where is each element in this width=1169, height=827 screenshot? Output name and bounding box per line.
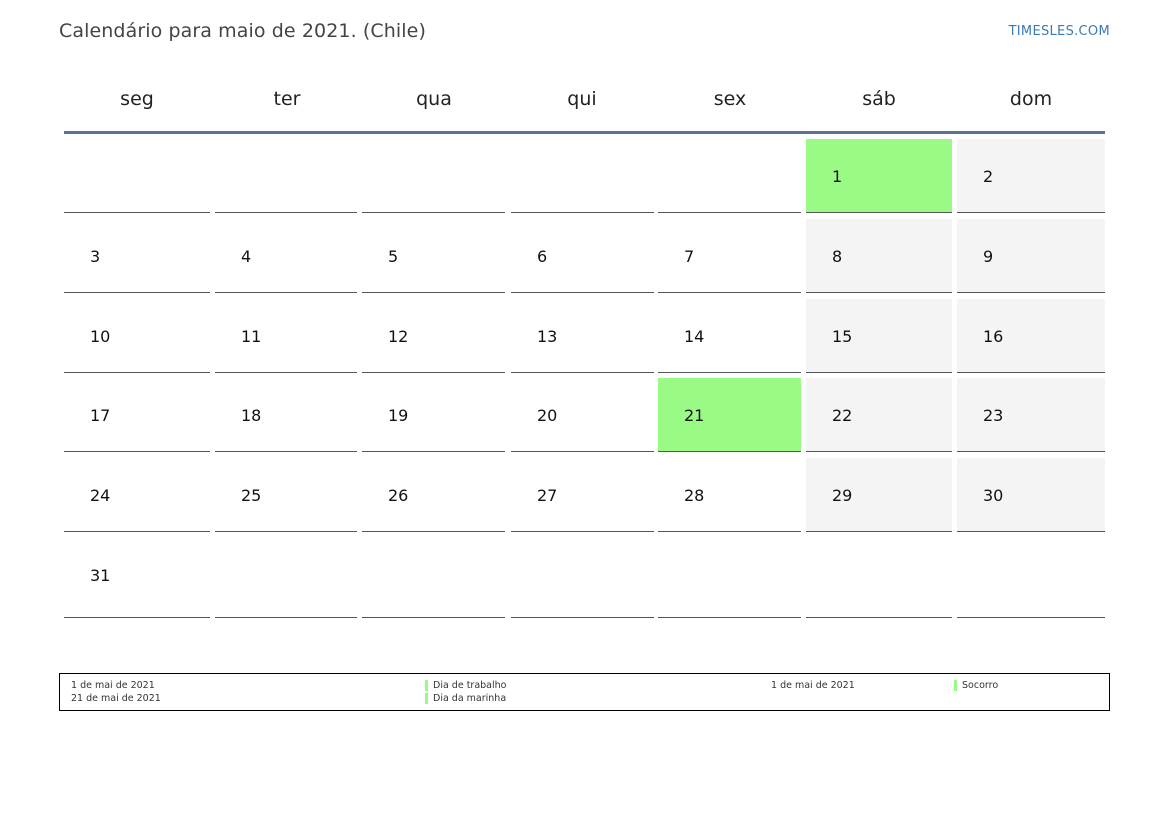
weekday-header: seg ter qua qui sex sáb dom — [64, 80, 1105, 132]
day-cell-3: 3 — [64, 219, 210, 293]
day-cell-23: 23 — [957, 378, 1105, 452]
empty-day-cell — [957, 538, 1105, 618]
day-cell-20: 20 — [511, 378, 654, 452]
header-divider — [64, 131, 1105, 134]
weekday-mon: seg — [120, 88, 154, 110]
day-number: 9 — [983, 247, 994, 266]
weekday-thu: qui — [567, 88, 597, 110]
legend-color-marker — [954, 680, 957, 691]
day-number: 4 — [241, 247, 252, 266]
day-number: 22 — [832, 406, 853, 425]
day-cell-6: 6 — [511, 219, 654, 293]
day-number: 14 — [684, 327, 705, 346]
day-cell-21: 21 — [658, 378, 801, 452]
day-number: 24 — [90, 486, 111, 505]
day-cell-11: 11 — [215, 299, 357, 373]
day-cell-25: 25 — [215, 458, 357, 532]
legend-holiday-name: Dia de trabalho — [433, 680, 507, 691]
empty-day-cell — [362, 139, 505, 213]
empty-day-cell — [511, 538, 654, 618]
day-cell-8: 8 — [806, 219, 952, 293]
day-number: 28 — [684, 486, 705, 505]
day-number: 1 — [832, 167, 843, 186]
legend-date: 1 de mai de 2021 — [771, 680, 855, 691]
day-cell-15: 15 — [806, 299, 952, 373]
day-cell-12: 12 — [362, 299, 505, 373]
day-number: 6 — [537, 247, 548, 266]
day-number: 27 — [537, 486, 558, 505]
weekday-fri: sex — [713, 88, 747, 110]
day-cell-10: 10 — [64, 299, 210, 373]
empty-day-cell — [511, 139, 654, 213]
day-number: 25 — [241, 486, 262, 505]
day-number: 31 — [90, 566, 111, 585]
day-number: 13 — [537, 327, 558, 346]
day-number: 30 — [983, 486, 1004, 505]
day-cell-4: 4 — [215, 219, 357, 293]
day-number: 3 — [90, 247, 101, 266]
day-cell-5: 5 — [362, 219, 505, 293]
day-number: 8 — [832, 247, 843, 266]
legend-holiday-name: Dia da marinha — [433, 693, 507, 704]
legend-color-marker — [425, 693, 428, 704]
weekday-tue: ter — [273, 88, 301, 110]
legend-date: 21 de mai de 2021 — [71, 693, 161, 704]
day-number: 26 — [388, 486, 409, 505]
day-cell-27: 27 — [511, 458, 654, 532]
empty-day-cell — [658, 139, 801, 213]
day-cell-29: 29 — [806, 458, 952, 532]
day-number: 16 — [983, 327, 1004, 346]
day-cell-18: 18 — [215, 378, 357, 452]
day-number: 11 — [241, 327, 262, 346]
day-cell-26: 26 — [362, 458, 505, 532]
day-number: 23 — [983, 406, 1004, 425]
day-number: 7 — [684, 247, 695, 266]
day-number: 29 — [832, 486, 853, 505]
page-title: Calendário para maio de 2021. (Chile) — [59, 20, 426, 42]
day-cell-16: 16 — [957, 299, 1105, 373]
legend-date: 1 de mai de 2021 — [71, 680, 155, 691]
empty-day-cell — [215, 139, 357, 213]
weekday-sat: sáb — [862, 88, 896, 110]
day-cell-14: 14 — [658, 299, 801, 373]
day-cell-28: 28 — [658, 458, 801, 532]
day-cell-22: 22 — [806, 378, 952, 452]
weekday-sun: dom — [1009, 88, 1053, 110]
empty-day-cell — [658, 538, 801, 618]
day-cell-17: 17 — [64, 378, 210, 452]
day-cell-7: 7 — [658, 219, 801, 293]
day-cell-9: 9 — [957, 219, 1105, 293]
day-number: 5 — [388, 247, 399, 266]
weekday-wed: qua — [416, 88, 452, 110]
day-number: 15 — [832, 327, 853, 346]
day-number: 18 — [241, 406, 262, 425]
day-cell-1: 1 — [806, 139, 952, 213]
day-number: 21 — [684, 406, 705, 425]
day-cell-31: 31 — [64, 538, 210, 618]
day-cell-24: 24 — [64, 458, 210, 532]
day-cell-30: 30 — [957, 458, 1105, 532]
brand-link[interactable]: TIMESLES.COM — [1008, 24, 1110, 39]
empty-day-cell — [362, 538, 505, 618]
legend-color-marker — [425, 680, 428, 691]
empty-day-cell — [215, 538, 357, 618]
day-cell-2: 2 — [957, 139, 1105, 213]
day-number: 17 — [90, 406, 111, 425]
day-cell-13: 13 — [511, 299, 654, 373]
day-number: 12 — [388, 327, 409, 346]
empty-day-cell — [806, 538, 952, 618]
legend-holiday-name: Socorro — [962, 680, 999, 691]
day-number: 20 — [537, 406, 558, 425]
holiday-legend: 1 de mai de 2021 21 de mai de 2021 Dia d… — [59, 673, 1110, 711]
day-cell-19: 19 — [362, 378, 505, 452]
empty-day-cell — [64, 139, 210, 213]
day-number: 19 — [388, 406, 409, 425]
day-number: 2 — [983, 167, 994, 186]
day-number: 10 — [90, 327, 111, 346]
